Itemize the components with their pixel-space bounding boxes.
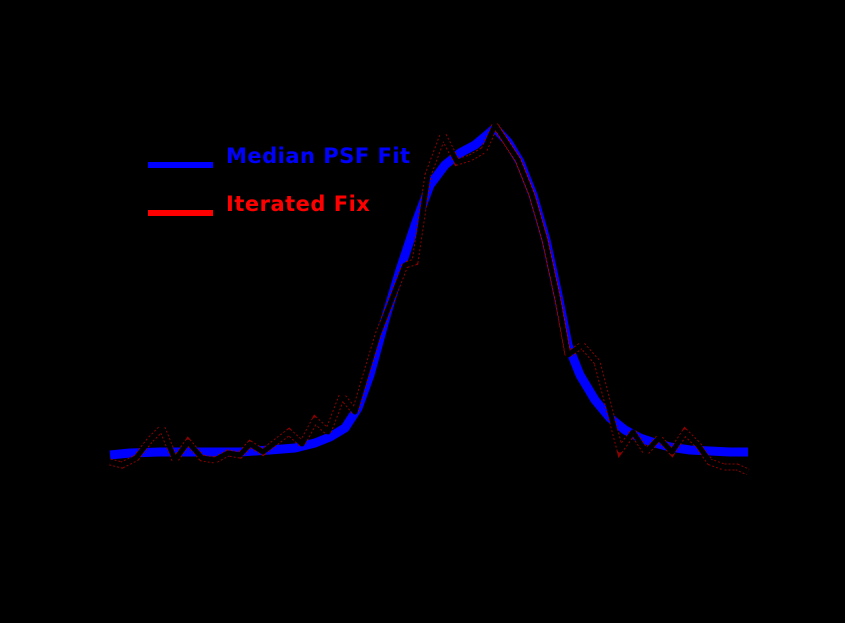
legend-swatch-blue [148, 162, 213, 168]
series-layer [109, 117, 750, 476]
legend-label-iterated-fix: Iterated Fix [226, 192, 371, 216]
legend-label-median-psf-fit: Median PSF Fit [226, 144, 411, 168]
legend-swatch-red [148, 210, 213, 216]
series-data [109, 122, 750, 475]
